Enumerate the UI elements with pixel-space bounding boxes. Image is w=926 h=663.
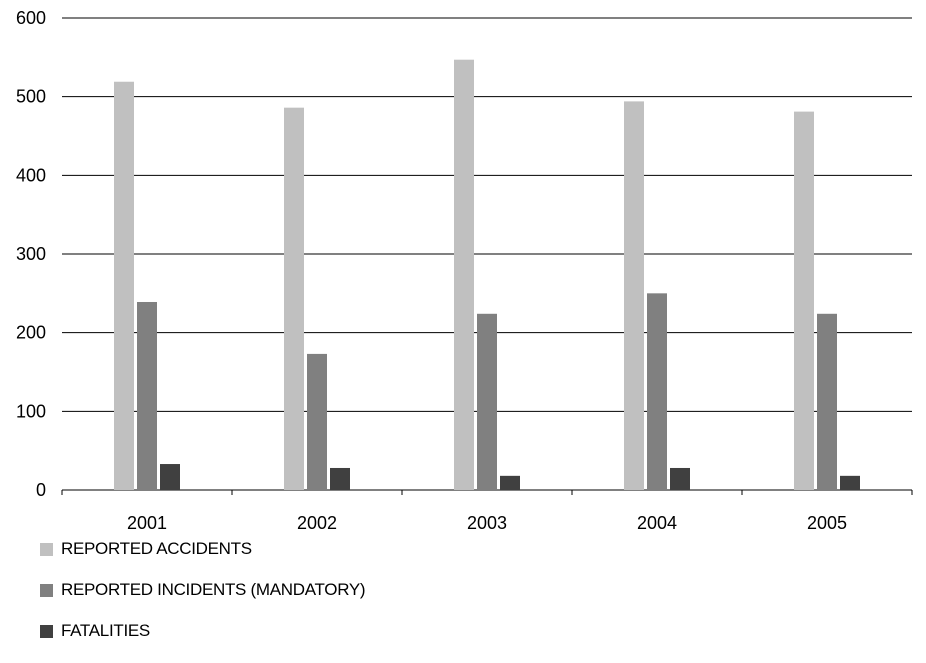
- bar-reported-accidents-2005: [794, 111, 814, 490]
- y-tick-label: 0: [36, 480, 46, 500]
- bar-fatalities-2005: [840, 475, 860, 490]
- y-tick-label: 200: [16, 323, 46, 343]
- legend-item-fatalities: FATALITIES: [40, 621, 365, 640]
- bar-reported-accidents-2002: [284, 107, 304, 491]
- bar-reported-incidents-mandatory-2002: [307, 353, 327, 490]
- legend-swatch-reported-accidents: [40, 542, 53, 556]
- y-tick-label: 400: [16, 165, 46, 185]
- legend-swatch-fatalities: [40, 624, 53, 638]
- bar-reported-accidents-2003: [454, 59, 474, 491]
- legend-label-fatalities: FATALITIES: [61, 621, 150, 640]
- bar-reported-incidents-mandatory-2003: [477, 313, 497, 490]
- legend: REPORTED ACCIDENTS REPORTED INCIDENTS (M…: [40, 539, 366, 663]
- y-tick-label: 100: [16, 401, 46, 421]
- y-tick-label: 500: [16, 87, 46, 107]
- x-tick-label: 2001: [127, 513, 167, 533]
- bar-reported-incidents-mandatory-2004: [647, 293, 667, 490]
- bar-fatalities-2003: [500, 475, 520, 490]
- x-tick-label: 2002: [297, 513, 337, 533]
- bar-fatalities-2001: [160, 464, 180, 490]
- chart-plot: 0 100 200 300 400 500 600 2001 2002 2003 2004 2005: [16, 8, 913, 533]
- bar-reported-accidents-2001: [114, 81, 134, 490]
- legend-swatch-reported-incidents: [40, 583, 53, 597]
- legend-label-reported-incidents: REPORTED INCIDENTS (MANDATORY): [61, 580, 366, 599]
- y-tick-label: 600: [16, 8, 46, 28]
- bar-reported-incidents-mandatory-2005: [817, 313, 837, 490]
- legend-item-reported-accidents: REPORTED ACCIDENTS: [40, 539, 365, 558]
- bar-fatalities-2004: [670, 467, 690, 490]
- legend-label-reported-accidents: REPORTED ACCIDENTS: [61, 539, 252, 558]
- x-tick-label: 2004: [637, 513, 677, 533]
- legend-item-reported-incidents: REPORTED INCIDENTS (MANDATORY): [40, 580, 366, 599]
- bar-reported-accidents-2004: [624, 101, 644, 491]
- x-tick-label: 2005: [807, 513, 847, 533]
- x-tick-label: 2003: [467, 513, 507, 533]
- y-tick-label: 300: [16, 244, 46, 264]
- bar-fatalities-2002: [330, 467, 350, 490]
- bar-reported-incidents-mandatory-2001: [137, 301, 157, 490]
